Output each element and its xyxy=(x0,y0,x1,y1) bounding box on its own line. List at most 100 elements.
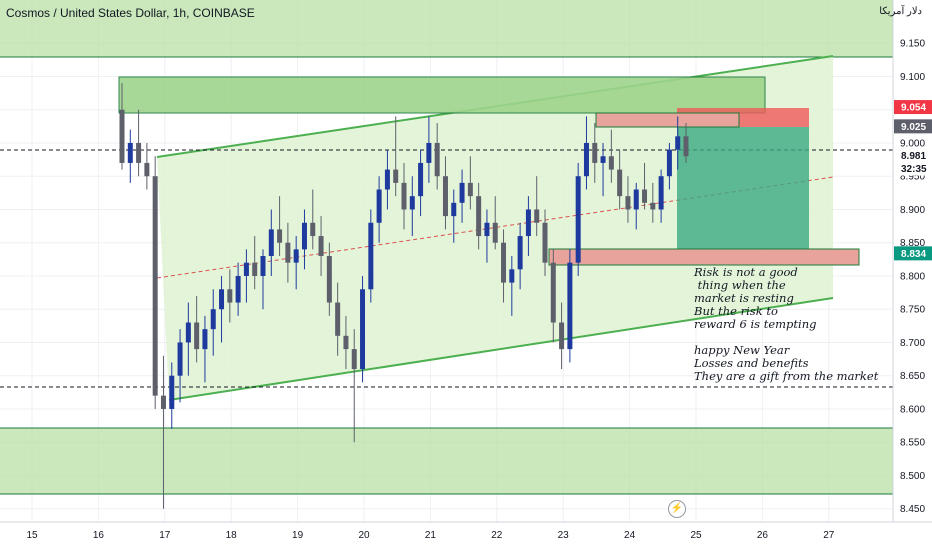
annotation-line: Losses and benefits xyxy=(694,356,809,370)
y-tick-label: 8.550 xyxy=(900,438,925,449)
x-tick-label: 20 xyxy=(358,530,370,541)
time-scale-bg xyxy=(0,522,932,550)
candle-body xyxy=(542,222,548,263)
x-tick-label: 23 xyxy=(558,530,570,541)
candle-body xyxy=(617,169,623,197)
candle-body xyxy=(368,222,374,290)
annotation-line: thing when the xyxy=(694,278,786,292)
y-tick-label: 8.750 xyxy=(900,305,925,316)
x-tick-label: 21 xyxy=(425,530,437,541)
candle-body xyxy=(625,196,631,210)
y-tick-label: 8.800 xyxy=(900,271,925,282)
candle-body xyxy=(442,176,448,217)
y-tick-label: 8.600 xyxy=(900,404,925,415)
price-badge xyxy=(894,148,932,163)
x-tick-label: 24 xyxy=(624,530,636,541)
candle-body xyxy=(393,169,399,183)
candle-body xyxy=(243,262,249,276)
take-profit-zone[interactable] xyxy=(677,127,809,249)
x-tick-label: 26 xyxy=(757,530,769,541)
y-tick-label: 9.000 xyxy=(900,138,925,149)
candle-body xyxy=(658,176,664,210)
channel-lower-line[interactable] xyxy=(168,297,834,401)
candle-body xyxy=(152,176,158,396)
annotation-line: Risk is not a good xyxy=(694,265,798,279)
chart-annotation-text[interactable]: Risk is not a good thing when the market … xyxy=(694,266,878,383)
candle-body xyxy=(185,322,191,343)
candle-body xyxy=(127,142,133,163)
candle-body xyxy=(509,269,515,283)
candle-body xyxy=(550,262,556,323)
candle-body xyxy=(559,322,565,350)
candle-body xyxy=(326,256,332,303)
candle-body xyxy=(252,262,258,276)
candlestick-series xyxy=(119,83,689,509)
price-badge-label: 9.025 xyxy=(901,122,926,133)
candle-body xyxy=(459,182,465,203)
candle-body xyxy=(194,322,200,350)
risk-box-lower[interactable] xyxy=(548,248,860,266)
candle-body xyxy=(517,236,523,270)
x-tick-label: 22 xyxy=(491,530,503,541)
supply-zone-top xyxy=(0,0,893,57)
time-scale-ticks[interactable]: 15 16 17 18 19 20 21 22 23 24 25 26 27 xyxy=(26,530,834,541)
y-tick-label: 8.900 xyxy=(900,205,925,216)
chart-title: Cosmos / United States Dollar, 1h, COINB… xyxy=(6,6,255,20)
y-tick-label: 8.500 xyxy=(900,471,925,482)
candle-body xyxy=(310,222,316,237)
currency-label: دلار آمریکا xyxy=(879,6,922,17)
candle-body xyxy=(335,302,341,336)
candle-body xyxy=(268,229,274,257)
resistance-box[interactable] xyxy=(118,76,766,114)
candle-body xyxy=(467,182,473,197)
candle-body xyxy=(343,335,349,350)
candle-body xyxy=(484,222,490,237)
candle-body xyxy=(210,309,216,330)
x-tick-label: 27 xyxy=(823,530,835,541)
candle-body xyxy=(451,202,457,217)
candle-body xyxy=(642,189,648,203)
candle-body xyxy=(277,229,283,243)
x-tick-label: 19 xyxy=(292,530,304,541)
candle-body xyxy=(376,189,382,223)
price-badge xyxy=(894,100,932,115)
candle-body xyxy=(301,222,307,250)
candle-body xyxy=(650,202,656,210)
y-tick-label: 8.450 xyxy=(900,504,925,515)
candle-body xyxy=(384,169,390,190)
y-tick-label: 9.100 xyxy=(900,72,925,83)
x-tick-label: 25 xyxy=(690,530,702,541)
price-badge xyxy=(894,246,932,261)
candle-body xyxy=(219,289,225,310)
candle-body xyxy=(136,142,142,163)
annotation-line: market is resting xyxy=(694,291,794,305)
candle-body xyxy=(202,329,208,350)
candle-body xyxy=(418,162,424,197)
candle-body xyxy=(583,142,589,177)
candle-body xyxy=(434,142,440,177)
candle-body xyxy=(675,136,681,150)
lightning-icon[interactable]: ⚡ xyxy=(668,500,686,518)
candle-body xyxy=(235,275,241,303)
candle-body xyxy=(683,136,689,157)
candle-body xyxy=(119,109,125,163)
candle-body xyxy=(666,149,672,177)
demand-zone-bottom xyxy=(0,428,893,494)
annotation-line: reward 6 is tempting xyxy=(694,317,817,331)
candle-body xyxy=(525,209,531,237)
candle-body xyxy=(160,395,166,409)
candle-body xyxy=(177,342,183,376)
y-tick-label: 8.850 xyxy=(900,238,925,249)
candle-body xyxy=(492,222,498,243)
y-tick-label: 8.950 xyxy=(900,172,925,183)
candle-body xyxy=(567,262,573,350)
price-scale-bg xyxy=(893,0,932,522)
candle-body xyxy=(293,249,299,263)
x-tick-label: 17 xyxy=(159,530,171,541)
candle-body xyxy=(476,196,482,237)
candle-body xyxy=(285,242,291,263)
risk-box-upper[interactable] xyxy=(595,112,740,128)
y-tick-label: 8.700 xyxy=(900,338,925,349)
candle-body xyxy=(608,156,614,170)
